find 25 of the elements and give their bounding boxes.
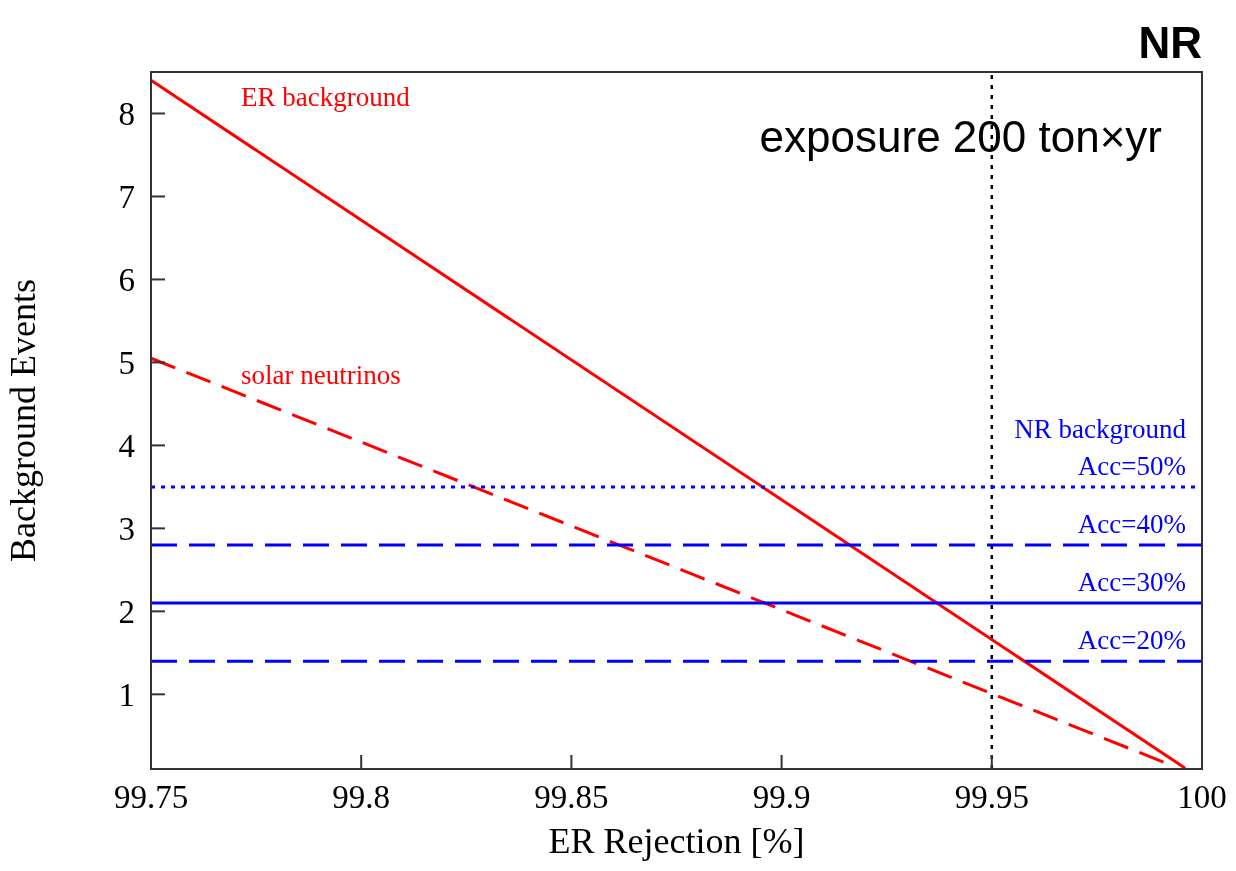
y-tick-label: 2	[118, 594, 135, 631]
x-tick-label: 100	[1177, 779, 1227, 816]
y-tick-label: 1	[118, 677, 135, 714]
y-axis-title: Background Events	[2, 279, 43, 562]
x-tick-label: 99.85	[534, 779, 609, 816]
chart-title: NR	[1138, 18, 1202, 67]
y-tick-label: 7	[118, 179, 135, 216]
x-tick-label: 99.95	[954, 779, 1029, 816]
x-tick-label: 99.75	[113, 779, 189, 816]
series-label: Acc=30%	[1077, 567, 1186, 598]
series-label: Acc=50%	[1077, 450, 1186, 481]
series-label: solar neutrinos	[241, 360, 401, 391]
x-tick-label: 99.9	[752, 779, 811, 816]
y-tick-label: 4	[118, 428, 135, 465]
annotation: NR background	[1014, 414, 1187, 444]
y-tick-label: 5	[118, 345, 135, 382]
x-axis-title: ER Rejection [%]	[548, 821, 805, 861]
y-tick-label: 8	[118, 96, 135, 133]
y-tick-label: 6	[118, 262, 135, 299]
x-tick-label: 99.8	[332, 779, 391, 816]
series-label: Acc=40%	[1077, 508, 1186, 539]
series-label: Acc=20%	[1077, 625, 1186, 656]
annotation: exposure 200 ton×yr	[759, 112, 1162, 161]
y-tick-label: 3	[118, 511, 135, 548]
series-label: ER background	[241, 82, 411, 113]
